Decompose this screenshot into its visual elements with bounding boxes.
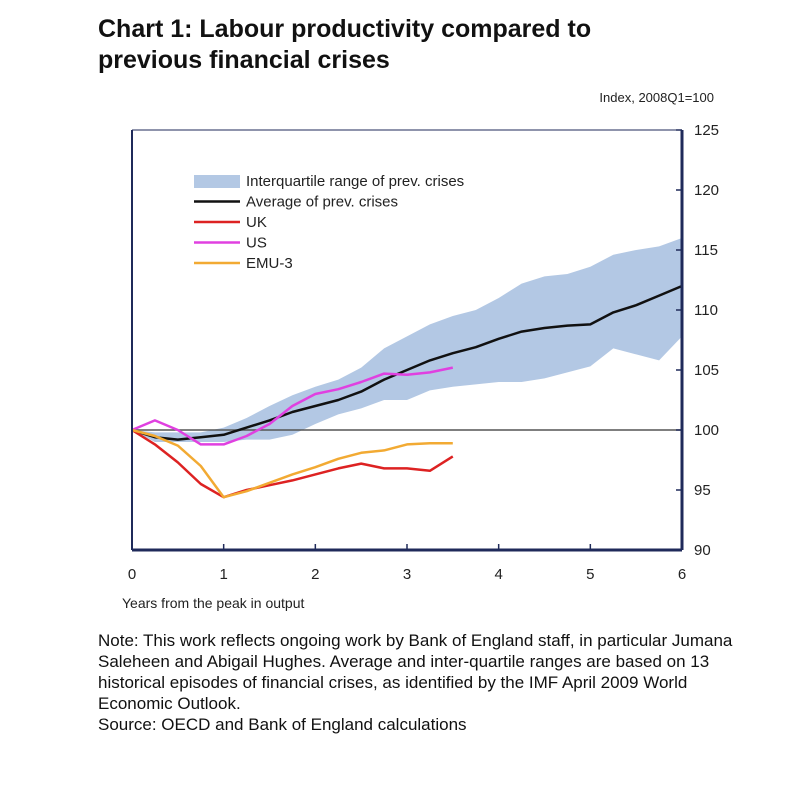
x-tick-label: 2 [311,566,319,583]
interquartile-band [132,238,682,442]
y-tick-label: 90 [694,542,711,559]
legend-label: Interquartile range of prev. crises [246,173,464,190]
line-chart: 125 120 115 110 105 100 95 90 0 1 2 3 4 5 6 Interquarti… [128,122,719,583]
y-tick-label: 110 [694,302,718,319]
chart-title-line-1: Chart 1: Labour productivity compared to [98,15,592,43]
legend-label: UK [246,214,267,231]
source-text: Source: OECD and Bank of England calcula… [98,715,467,734]
y-tick-label: 115 [694,242,718,259]
chart-title-line-2: previous financial crises [98,46,390,74]
x-tick-label: 0 [128,566,136,583]
series-line-0 [131,284,683,441]
chart-footnote: Note: This work reflects ongoing work by… [98,630,738,735]
chart-title: Chart 1: Labour productivity compared to… [98,14,738,76]
y-tick-label: 120 [694,182,719,199]
x-tick-label: 3 [403,566,411,583]
note-text: Note: This work reflects ongoing work by… [98,631,733,713]
y-tick-label: 105 [694,362,719,379]
legend-swatch-band [194,175,240,188]
y-tick-label: 125 [694,122,719,139]
legend-label: EMU-3 [246,255,293,272]
y-tick-label: 100 [694,422,719,439]
x-axis-label: Years from the peak in output [122,595,305,611]
series-line-1 [131,428,454,499]
x-tick-label: 1 [219,566,227,583]
x-tick-label: 6 [678,566,686,583]
series-line-3 [131,428,453,499]
x-tick-label: 5 [586,566,594,583]
y-tick-label: 95 [694,482,711,499]
x-tick-label: 4 [494,566,502,583]
series-line-2 [131,366,454,446]
y-axis-units-label: Index, 2008Q1=100 [599,90,714,105]
legend-label: US [246,235,267,252]
legend-label: Average of prev. crises [246,194,398,211]
